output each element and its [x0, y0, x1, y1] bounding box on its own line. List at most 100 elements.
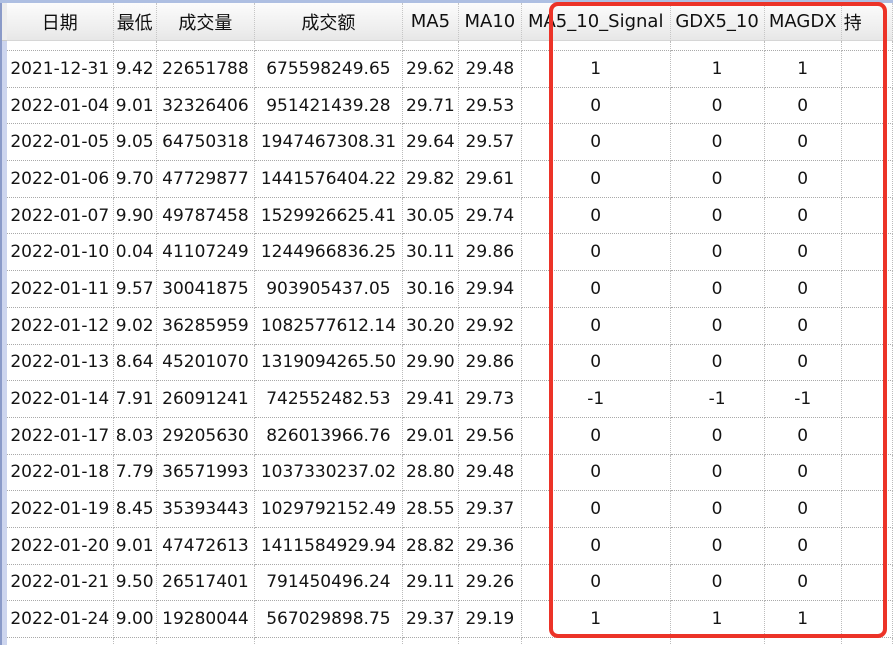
table-cell[interactable]: 9.90 — [113, 197, 157, 235]
table-cell[interactable]: 30041875 — [156, 271, 255, 308]
table-cell[interactable]: 29.57 — [458, 124, 522, 162]
table-cell[interactable]: 0 — [764, 234, 842, 272]
table-cell[interactable]: 0 — [670, 344, 765, 382]
table-cell[interactable]: 0 — [764, 197, 842, 235]
table-cell[interactable]: 0 — [670, 87, 765, 125]
table-cell-clipped[interactable] — [841, 124, 893, 162]
table-cell[interactable]: 9.00 — [113, 601, 157, 638]
table-cell[interactable]: 8.64 — [113, 344, 157, 382]
table-cell[interactable]: 29.37 — [458, 491, 522, 528]
table-cell[interactable]: 29.92 — [458, 307, 522, 345]
table-cell[interactable]: 45201070 — [156, 344, 255, 382]
table-cell[interactable]: 35393443 — [156, 491, 255, 528]
table-cell[interactable]: 29.19 — [458, 601, 522, 638]
table-cell[interactable]: 1029792152.49 — [254, 491, 403, 528]
table-cell[interactable]: 9.70 — [113, 161, 157, 198]
table-cell[interactable]: 0 — [670, 307, 765, 345]
table-cell[interactable]: 2021-12-31 — [7, 51, 114, 88]
column-header[interactable]: MA10 — [458, 3, 522, 41]
table-cell[interactable]: 2022-01-10 — [7, 234, 114, 272]
table-cell[interactable]: 0 — [764, 307, 842, 345]
table-cell[interactable]: 1037330237.02 — [254, 454, 403, 492]
table-cell[interactable]: 47729877 — [156, 161, 255, 198]
column-header[interactable]: MA5 — [402, 3, 459, 41]
table-cell[interactable]: 2022-01-24 — [7, 601, 114, 638]
table-cell[interactable]: -1 — [521, 381, 671, 418]
table-cell[interactable]: 2022-01-11 — [7, 271, 114, 308]
table-cell[interactable]: -1 — [764, 381, 842, 418]
table-cell[interactable]: 19280044 — [156, 601, 255, 638]
table-cell[interactable]: 8.03 — [113, 417, 157, 455]
table-cell[interactable]: 0 — [670, 271, 765, 308]
table-cell[interactable]: 49787458 — [156, 197, 255, 235]
table-cell[interactable]: 29.26 — [458, 564, 522, 602]
table-cell[interactable]: 8.45 — [113, 491, 157, 528]
table-cell[interactable]: 2022-01-19 — [7, 491, 114, 528]
table-cell[interactable]: 0 — [670, 491, 765, 528]
table-cell-clipped[interactable] — [841, 234, 893, 272]
table-cell[interactable]: 0 — [764, 564, 842, 602]
table-cell[interactable]: 0 — [764, 161, 842, 198]
table-cell[interactable]: 30.11 — [402, 234, 459, 272]
table-cell[interactable]: 0 — [670, 197, 765, 235]
table-cell[interactable]: 1441576404.22 — [254, 161, 403, 198]
table-cell[interactable]: 64750318 — [156, 124, 255, 162]
table-cell[interactable]: 2022-01-04 — [7, 87, 114, 125]
table-cell[interactable]: 1 — [764, 601, 842, 638]
table-cell[interactable]: 0 — [521, 417, 671, 455]
table-cell[interactable]: 28.82 — [402, 527, 459, 565]
table-cell[interactable]: 0 — [521, 491, 671, 528]
table-cell-clipped[interactable] — [841, 87, 893, 125]
table-cell[interactable]: 1 — [670, 601, 765, 638]
row-header-strip[interactable] — [0, 3, 7, 645]
table-cell[interactable]: 9.42 — [113, 51, 157, 88]
table-cell[interactable]: 0 — [764, 417, 842, 455]
table-cell[interactable]: 0 — [764, 454, 842, 492]
table-cell-clipped[interactable] — [841, 601, 893, 638]
table-cell[interactable]: 7.91 — [113, 381, 157, 418]
table-cell[interactable]: 30.16 — [402, 271, 459, 308]
table-cell[interactable]: 0 — [764, 87, 842, 125]
table-cell[interactable]: 9.01 — [113, 527, 157, 565]
table-cell[interactable]: 2022-01-12 — [7, 307, 114, 345]
table-cell[interactable]: 29.36 — [458, 527, 522, 565]
table-cell[interactable]: 0 — [521, 234, 671, 272]
table-cell[interactable]: 742552482.53 — [254, 381, 403, 418]
column-header[interactable]: GDX5_10 — [670, 3, 765, 41]
table-cell[interactable]: 2022-01-17 — [7, 417, 114, 455]
column-header[interactable]: MA5_10_Signal — [521, 3, 671, 41]
table-cell[interactable]: 30.20 — [402, 307, 459, 345]
column-header-clipped[interactable]: 持 — [841, 3, 893, 41]
table-cell[interactable]: 29.48 — [458, 454, 522, 492]
table-cell[interactable]: 1 — [521, 601, 671, 638]
table-cell[interactable]: 29.90 — [402, 344, 459, 382]
table-cell[interactable]: 567029898.75 — [254, 601, 403, 638]
table-cell[interactable]: 29.56 — [458, 417, 522, 455]
table-cell[interactable]: 28.80 — [402, 454, 459, 492]
table-cell[interactable]: 41107249 — [156, 234, 255, 272]
table-cell[interactable]: 951421439.28 — [254, 87, 403, 125]
table-cell[interactable]: 29.94 — [458, 271, 522, 308]
table-cell[interactable]: 9.02 — [113, 307, 157, 345]
table-cell-clipped[interactable] — [841, 197, 893, 235]
table-cell[interactable]: 2022-01-06 — [7, 161, 114, 198]
table-cell[interactable]: 1319094265.50 — [254, 344, 403, 382]
table-cell[interactable]: 0 — [521, 564, 671, 602]
table-cell-clipped[interactable] — [841, 344, 893, 382]
table-cell-clipped[interactable] — [841, 491, 893, 528]
table-cell[interactable]: 29.01 — [402, 417, 459, 455]
table-cell[interactable]: 9.50 — [113, 564, 157, 602]
table-cell[interactable]: 791450496.24 — [254, 564, 403, 602]
table-cell[interactable]: 29.62 — [402, 51, 459, 88]
table-cell-clipped[interactable] — [841, 564, 893, 602]
table-cell-clipped[interactable] — [841, 381, 893, 418]
table-cell[interactable]: 675598249.65 — [254, 51, 403, 88]
table-cell[interactable]: -1 — [670, 381, 765, 418]
table-cell[interactable]: 0 — [521, 527, 671, 565]
table-cell[interactable]: 29.73 — [458, 381, 522, 418]
table-cell[interactable]: 36285959 — [156, 307, 255, 345]
table-cell[interactable]: 29.64 — [402, 124, 459, 162]
table-cell[interactable]: 2022-01-20 — [7, 527, 114, 565]
table-cell[interactable]: 0 — [521, 197, 671, 235]
table-cell[interactable]: 1244966836.25 — [254, 234, 403, 272]
